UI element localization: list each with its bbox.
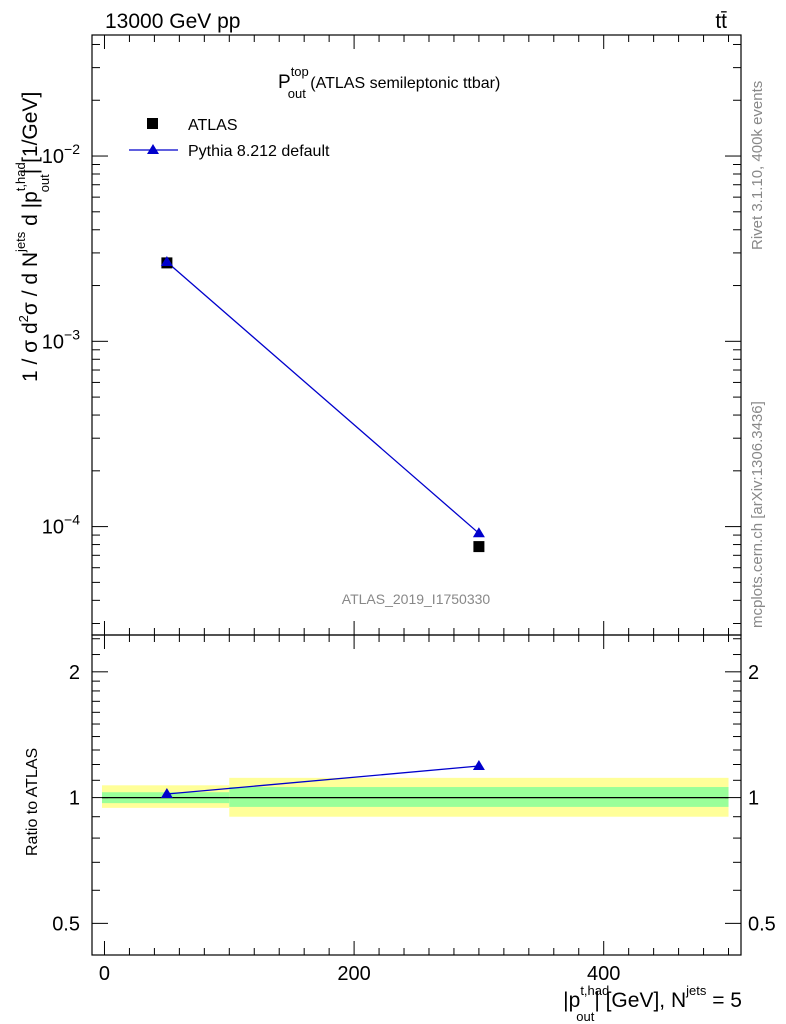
axis-ticks: 0 200 400 10−4 10−3 10−2 0.5 0.5 1 1 2 2 bbox=[42, 35, 776, 985]
y-tick-label-main-1: 10−3 bbox=[42, 326, 80, 353]
pythia-point-1 bbox=[472, 527, 485, 538]
ratio-pythia-point-0 bbox=[160, 788, 173, 799]
y-tick-label-ratio-left-1: 1 bbox=[69, 788, 80, 810]
y-tick-label-ratio-right-0: 0.5 bbox=[748, 913, 776, 935]
mcplots-label: mcplots.cern.ch [arXiv:1306.3436] bbox=[749, 401, 766, 628]
y-tick-label-main-2: 10−2 bbox=[42, 141, 80, 168]
rivet-label: Rivet 3.1.10, 400k events bbox=[749, 81, 766, 250]
legend-atlas-marker bbox=[147, 118, 158, 129]
ratio-data bbox=[160, 760, 485, 799]
atlas-point-1 bbox=[473, 541, 485, 553]
pythia-point-0 bbox=[160, 255, 173, 266]
ratio-axis-label: Ratio to ATLAS bbox=[24, 748, 41, 856]
x-axis-label: |pt,had out| [GeV], Njets = 5 bbox=[563, 983, 742, 1024]
y-tick-label-ratio-right-2: 2 bbox=[748, 662, 759, 684]
energy-label: 13000 GeV pp bbox=[105, 10, 240, 33]
legend: ATLAS Pythia 8.212 default bbox=[129, 117, 330, 160]
ratio-band-inner-1 bbox=[229, 787, 729, 807]
y-tick-label-ratio-right-1: 1 bbox=[748, 788, 759, 810]
pythia-line bbox=[166, 261, 480, 534]
analysis-id: ATLAS_2019_I1750330 bbox=[342, 591, 491, 607]
x-tick-label-0: 0 bbox=[99, 963, 110, 985]
process-label: tt̄ bbox=[715, 10, 727, 33]
legend-pythia-marker bbox=[147, 144, 159, 154]
ratio-pythia-line bbox=[166, 765, 479, 795]
y-tick-label-ratio-left-0: 0.5 bbox=[52, 913, 80, 935]
legend-atlas-label: ATLAS bbox=[188, 117, 238, 134]
x-tick-label-2: 400 bbox=[587, 963, 620, 985]
y-axis-label: 1 / σ d2σ / d Njets d |pt,had out| [1/GeV… bbox=[13, 92, 52, 382]
main-data bbox=[160, 255, 485, 553]
plot-title: Ptop out (ATLAS semileptonic ttbar) bbox=[278, 64, 500, 101]
x-tick-label-1: 200 bbox=[337, 963, 370, 985]
y-tick-label-ratio-left-2: 2 bbox=[69, 662, 80, 684]
legend-pythia-label: Pythia 8.212 default bbox=[188, 143, 330, 160]
y-tick-label-main-0: 10−4 bbox=[42, 512, 80, 539]
ratio-frame bbox=[91, 634, 742, 956]
ratio-pythia-point-1 bbox=[472, 760, 485, 771]
